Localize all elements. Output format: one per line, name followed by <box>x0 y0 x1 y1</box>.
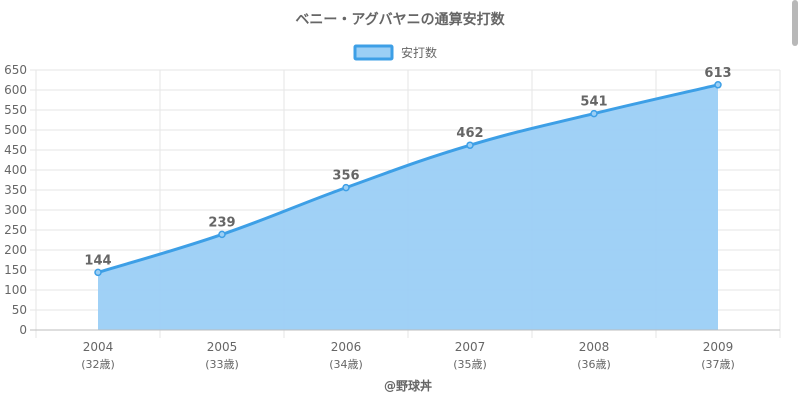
data-label: 144 <box>84 253 111 268</box>
data-label: 239 <box>208 215 235 230</box>
x-tick-label: 2005 <box>207 340 238 354</box>
data-point <box>466 141 474 149</box>
data-point <box>590 109 598 118</box>
data-label: 462 <box>456 126 483 141</box>
data-label: 613 <box>704 66 731 81</box>
y-tick-label: 350 <box>4 183 27 197</box>
y-tick-label: 150 <box>4 263 27 277</box>
y-tick-label: 450 <box>4 143 27 157</box>
y-tick-label: 100 <box>4 283 27 297</box>
legend-label[interactable]: 安打数 <box>401 45 437 60</box>
y-tick-label: 500 <box>4 123 27 137</box>
y-tick-label: 200 <box>4 243 27 257</box>
x-axis: 2004 (32歳) 2005 (33歳) 2006 (34歳) 2007 (35歳) 2008… <box>81 340 735 371</box>
x-tick-label: 2009 <box>703 340 734 354</box>
y-tick-label: 300 <box>4 203 27 217</box>
x-sub-label: (32歳) <box>81 358 115 371</box>
data-point <box>342 183 350 192</box>
x-tick-label: 2004 <box>83 340 114 354</box>
data-point <box>714 81 722 89</box>
x-tick-label: 2006 <box>331 340 362 354</box>
y-axis: 0 50 100 150 200 250 300 350 400 450 500 550 600 650 <box>4 63 27 337</box>
series-area-fill <box>98 84 718 330</box>
area-layer: 144 239 356 462 541 613 <box>30 66 780 331</box>
x-sub-label: (34歳) <box>329 358 363 371</box>
x-tick-label: 2007 <box>455 340 486 354</box>
data-point <box>218 230 226 239</box>
x-sub-label: (33歳) <box>205 358 239 371</box>
chart-title: ベニー・アグバヤニの通算安打数 <box>295 11 505 28</box>
y-tick-label: 600 <box>4 83 27 97</box>
x-tick-label: 2008 <box>579 340 610 354</box>
series-line <box>97 83 719 274</box>
data-label: 541 <box>580 95 607 110</box>
y-tick-label: 650 <box>4 63 27 77</box>
y-tick-label: 400 <box>4 163 27 177</box>
y-tick-label: 250 <box>4 223 27 237</box>
data-point <box>94 268 102 277</box>
y-tick-label: 50 <box>12 303 27 317</box>
credit-text: @野球丼 <box>384 378 432 393</box>
y-tick-label: 0 <box>19 323 27 337</box>
x-sub-label: (35歳) <box>453 358 487 371</box>
x-sub-label: (37歳) <box>701 358 735 371</box>
data-label: 356 <box>332 169 359 184</box>
y-tick-label: 550 <box>4 103 27 117</box>
scrollbar-thumb[interactable] <box>792 0 798 46</box>
legend-swatch[interactable] <box>353 44 394 61</box>
x-sub-label: (36歳) <box>577 358 611 371</box>
legend[interactable]: 安打数 <box>353 44 437 61</box>
